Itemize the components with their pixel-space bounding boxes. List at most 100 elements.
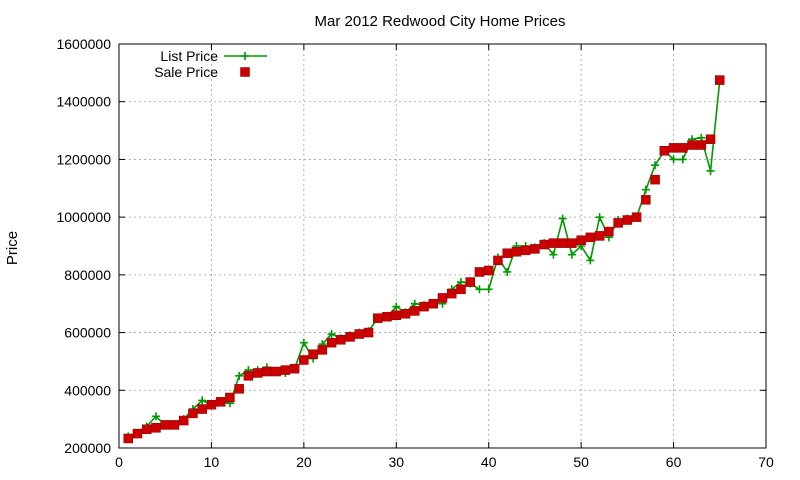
data-point bbox=[132, 428, 143, 439]
x-tick-label: 0 bbox=[115, 454, 123, 470]
data-point bbox=[235, 371, 244, 380]
chart-title: Mar 2012 Redwood City Home Prices bbox=[315, 13, 566, 30]
x-tick-label: 50 bbox=[573, 454, 589, 470]
data-point bbox=[123, 433, 133, 444]
data-point bbox=[511, 247, 522, 257]
data-point bbox=[437, 293, 448, 303]
data-point bbox=[548, 238, 559, 248]
data-point bbox=[503, 267, 512, 276]
data-point bbox=[419, 301, 429, 312]
data-point bbox=[520, 245, 531, 256]
data-point bbox=[465, 277, 475, 287]
data-point bbox=[696, 140, 707, 150]
data-point bbox=[234, 384, 244, 394]
y-tick-label: 1200000 bbox=[56, 151, 111, 167]
data-point bbox=[428, 298, 439, 309]
data-point bbox=[317, 345, 328, 355]
data-point bbox=[410, 306, 420, 316]
legend-marker bbox=[240, 67, 250, 77]
data-point bbox=[567, 238, 577, 248]
data-point bbox=[651, 161, 660, 170]
data-point bbox=[151, 423, 161, 433]
y-tick-label: 400000 bbox=[64, 382, 111, 398]
data-point bbox=[475, 285, 484, 294]
series-1 bbox=[123, 75, 725, 444]
data-point bbox=[669, 155, 678, 164]
grid bbox=[119, 44, 766, 448]
data-point bbox=[446, 288, 457, 299]
data-point bbox=[594, 231, 605, 241]
data-point bbox=[576, 235, 586, 245]
data-point bbox=[391, 310, 402, 321]
data-point bbox=[493, 255, 503, 266]
data-point bbox=[474, 267, 485, 277]
x-tick-label: 10 bbox=[204, 454, 220, 470]
data-point bbox=[206, 399, 217, 410]
data-point bbox=[289, 363, 300, 374]
data-point bbox=[659, 146, 670, 156]
series-line bbox=[128, 79, 721, 438]
data-point bbox=[604, 226, 614, 237]
data-point bbox=[326, 337, 337, 348]
data-point bbox=[382, 311, 392, 322]
data-point bbox=[567, 250, 576, 259]
y-tick-label: 800000 bbox=[64, 267, 111, 283]
data-point bbox=[705, 134, 716, 144]
x-tick-label: 30 bbox=[388, 454, 404, 470]
axis-ticks: 0 10 20 30 40 50 60 70 200000 400000 600000 800000 1… bbox=[56, 36, 774, 470]
data-point bbox=[687, 140, 697, 150]
data-point bbox=[141, 424, 152, 434]
series-layer bbox=[123, 75, 725, 444]
legend-label: List Price bbox=[160, 48, 218, 64]
data-point bbox=[299, 338, 308, 347]
data-point bbox=[622, 215, 633, 225]
legend-marker bbox=[241, 52, 249, 60]
data-point bbox=[225, 392, 235, 403]
data-point bbox=[585, 232, 596, 243]
y-tick-label: 1000000 bbox=[56, 209, 111, 225]
data-point bbox=[483, 265, 494, 276]
data-point bbox=[650, 174, 660, 185]
data-point bbox=[668, 143, 679, 153]
data-point bbox=[557, 238, 568, 248]
data-point bbox=[363, 327, 374, 338]
data-point bbox=[613, 218, 623, 228]
data-point bbox=[354, 329, 365, 339]
y-axis-label: Price bbox=[4, 231, 21, 265]
data-point bbox=[188, 408, 198, 419]
data-point bbox=[678, 143, 688, 153]
data-point bbox=[373, 313, 383, 323]
data-point bbox=[327, 330, 336, 339]
data-point bbox=[243, 371, 254, 381]
x-tick-label: 40 bbox=[481, 454, 497, 470]
data-point bbox=[197, 404, 207, 414]
data-point bbox=[198, 396, 207, 405]
data-point bbox=[336, 335, 346, 345]
data-point bbox=[641, 185, 650, 194]
series-0 bbox=[124, 76, 724, 441]
data-point bbox=[151, 412, 160, 421]
data-point bbox=[252, 368, 263, 378]
data-point bbox=[280, 365, 291, 375]
y-tick-label: 1600000 bbox=[56, 36, 111, 52]
legend-label: Sale Price bbox=[154, 64, 218, 80]
data-point bbox=[641, 195, 651, 205]
data-point bbox=[178, 415, 189, 426]
data-point bbox=[160, 420, 170, 430]
y-tick-label: 600000 bbox=[64, 325, 111, 341]
data-point bbox=[392, 302, 401, 311]
data-point bbox=[215, 397, 226, 407]
x-tick-label: 60 bbox=[666, 454, 682, 470]
data-point bbox=[706, 166, 715, 175]
data-point bbox=[262, 366, 272, 377]
data-point bbox=[549, 250, 558, 259]
data-point bbox=[586, 256, 595, 265]
plot-frame bbox=[118, 43, 767, 449]
data-point bbox=[715, 75, 725, 85]
data-point bbox=[595, 213, 604, 222]
data-point bbox=[345, 332, 355, 342]
data-point bbox=[400, 309, 411, 319]
data-point bbox=[169, 420, 180, 430]
data-point bbox=[484, 285, 493, 294]
